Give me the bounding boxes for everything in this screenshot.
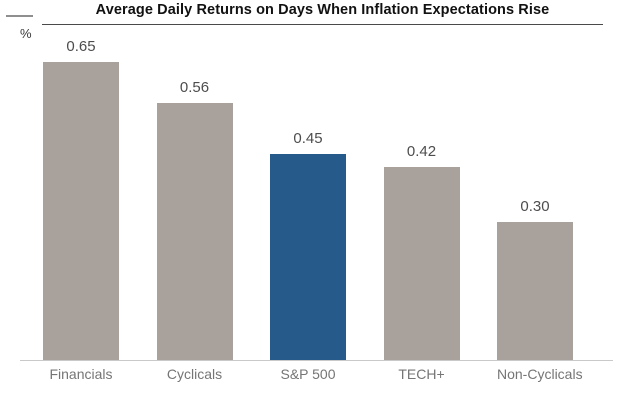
- category-label-tech: TECH+: [398, 366, 445, 382]
- bar-value-label-tech: 0.42: [406, 143, 437, 160]
- x-axis-line: [20, 360, 613, 361]
- bar-non-cyclicals: [497, 222, 573, 360]
- bar-financials: [43, 62, 119, 360]
- bar-value-label-s-p-500: 0.45: [293, 130, 323, 147]
- bar-group-non-cyclicals: 0.30: [497, 198, 573, 360]
- bar-value-label-non-cyclicals: 0.30: [520, 198, 550, 215]
- bar-group-financials: 0.65: [43, 38, 119, 360]
- chart-title: Average Daily Returns on Days When Infla…: [95, 2, 550, 18]
- category-label-non-cyclicals: Non-Cyclicals: [497, 366, 583, 382]
- category-label-cyclicals: Cyclicals: [166, 366, 223, 382]
- bar-s-p-500: [270, 154, 346, 360]
- category-labels-row: Financials Cyclicals S&P 500 TECH+ Non-Cycli…: [43, 366, 583, 382]
- bar-cyclicals: [156, 103, 233, 360]
- header-tick-line: [6, 15, 33, 17]
- bars-container: 0.65 0.56 0.45 0.42 0.30: [43, 30, 573, 360]
- bar-group-tech: 0.42: [383, 143, 460, 360]
- bar-value-label-financials: 0.65: [66, 38, 96, 55]
- bar-group-s-p-500: 0.45: [270, 130, 346, 360]
- category-label-financials: Financials: [49, 366, 113, 382]
- y-axis-unit-label: %: [20, 26, 32, 41]
- category-label-s-p-500: S&P 500: [280, 366, 336, 382]
- bar-tech: [383, 167, 460, 360]
- bar-value-label-cyclicals: 0.56: [179, 79, 210, 96]
- chart-title-block: Average Daily Returns on Days When Infla…: [42, 2, 603, 25]
- bar-group-cyclicals: 0.56: [156, 79, 233, 360]
